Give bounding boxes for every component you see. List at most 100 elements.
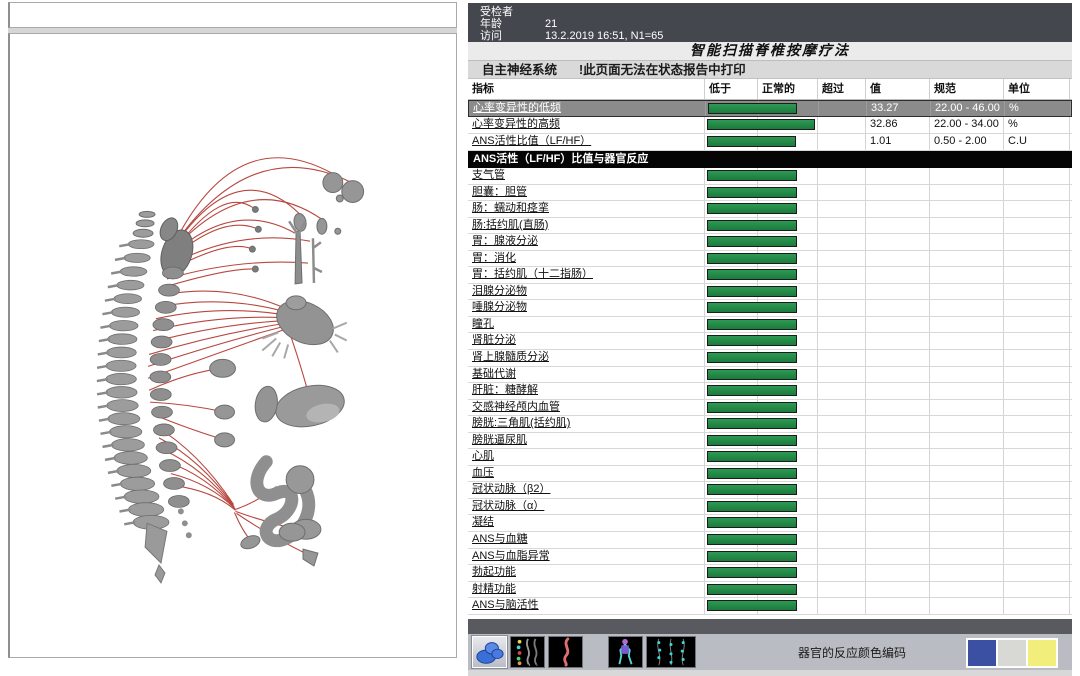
indicator-label: 肾脏分泌 — [468, 333, 705, 350]
indicator-norm — [930, 581, 1004, 598]
zone-over — [818, 333, 866, 350]
zone-over — [818, 383, 866, 399]
zone-over — [818, 498, 866, 515]
indicator-label: 膀胱逼尿肌 — [468, 432, 705, 449]
indicator-value — [866, 250, 930, 267]
indicator-label: 支气管 — [468, 168, 705, 184]
column-header: 指标 — [468, 79, 705, 99]
table-row[interactable]: 心率变异性的低频 33.27 22.00 - 46.00% — [468, 100, 1072, 117]
table-row[interactable]: 肠:括约肌(直肠) — [468, 217, 1072, 235]
table-row[interactable]: 冠状动脉（α） — [468, 498, 1072, 516]
indicator-norm — [930, 201, 1004, 217]
indicator-unit — [1004, 515, 1070, 532]
indicator-norm — [930, 350, 1004, 366]
thumbnail-nerve-map[interactable] — [646, 636, 696, 668]
table-row[interactable]: 瞳孔 — [468, 316, 1072, 334]
table-row[interactable]: 基础代谢 — [468, 366, 1072, 384]
indicator-label: 胃：腺液分泌 — [468, 234, 705, 250]
indicator-label: ANS与血糖 — [468, 532, 705, 548]
indicator-value — [866, 515, 930, 532]
indicator-norm — [930, 416, 1004, 432]
zone-normal — [758, 366, 818, 383]
table-row[interactable]: 胃：消化 — [468, 250, 1072, 268]
patient-field: 年龄 21 — [480, 18, 1072, 30]
indicator-unit — [1004, 234, 1070, 250]
table-row[interactable]: 血压 — [468, 465, 1072, 483]
table-row[interactable]: ANS与血脂异常 — [468, 548, 1072, 566]
table-row[interactable]: ANS活性比值（LF/HF） 1.01 0.50 - 2.00 C.U — [468, 134, 1072, 151]
indicator-norm: 0.50 - 2.00 — [930, 134, 1004, 150]
indicator-value — [866, 201, 930, 217]
indicator-value — [866, 366, 930, 383]
table-row[interactable]: 唾腺分泌物 — [468, 300, 1072, 317]
organ-eye — [341, 180, 365, 203]
separator-bar — [468, 619, 1072, 634]
table-row[interactable]: 胃：括约肌（十二指肠） — [468, 267, 1072, 284]
indicator-unit — [1004, 482, 1070, 498]
table-row[interactable]: 膀胱逼尿肌 — [468, 432, 1072, 450]
indicator-label: 血压 — [468, 465, 705, 482]
indicator-norm — [930, 217, 1004, 234]
table-row[interactable]: 膀胱:三角肌(括约肌) — [468, 416, 1072, 433]
table-row[interactable]: 心率变异性的高频 32.86 22.00 - 34.00% — [468, 117, 1072, 134]
indicator-label: ANS与血脂异常 — [468, 548, 705, 565]
indicator-unit — [1004, 201, 1070, 217]
table-header-row: 指标 低于 正常的 超过值规范 单位 — [468, 79, 1072, 100]
indicator-value — [866, 565, 930, 581]
column-header: 超过 — [818, 79, 866, 99]
legend-label: 器官的反应颜色编码 — [798, 646, 907, 660]
table-row[interactable]: 勃起功能 — [468, 565, 1072, 582]
footer-bottom-strip — [468, 670, 1072, 676]
table-row[interactable]: 泪腺分泌物 — [468, 283, 1072, 301]
patient-field-value: 13.2.2019 16:51, N1=65 — [545, 30, 664, 42]
zone-normal — [758, 168, 818, 184]
indicator-value — [866, 168, 930, 184]
table-row[interactable]: 肾上腺髓质分泌 — [468, 350, 1072, 367]
table-row[interactable]: 胃：腺液分泌 — [468, 234, 1072, 251]
spine-graphic — [96, 210, 170, 584]
indicator-value: 1.01 — [866, 134, 930, 150]
indicator-norm — [930, 432, 1004, 449]
zone-over — [819, 101, 867, 116]
value-bar — [707, 352, 797, 364]
table-row[interactable]: ANS与血糖 — [468, 532, 1072, 549]
table-row[interactable]: 射精功能 — [468, 581, 1072, 599]
table-row[interactable]: ANS与脑活性 — [468, 598, 1072, 615]
zone-over — [818, 217, 866, 234]
patient-field: 访问 13.2.2019 16:51, N1=65 — [480, 30, 1072, 42]
table-row[interactable]: 心肌 — [468, 449, 1072, 466]
zone-over — [818, 184, 866, 201]
zone-normal — [758, 482, 818, 498]
table-row[interactable]: 交感神经颅内血管 — [468, 399, 1072, 417]
panel-divider — [8, 28, 457, 33]
value-bar — [707, 335, 797, 347]
table-row[interactable]: 肠：蠕动和痉挛 — [468, 201, 1072, 218]
table-row[interactable]: 肾脏分泌 — [468, 333, 1072, 351]
indicator-norm — [930, 383, 1004, 399]
thumbnail-body-figure[interactable] — [608, 636, 643, 668]
organ-rows: 支气管 胆囊：胆管 肠：蠕动和痉挛 肠:括约肌(直肠) 胃：腺液分泌 胃：消化 胃：括约肌（… — [468, 168, 1072, 615]
table-row[interactable]: 支气管 — [468, 168, 1072, 185]
value-bar — [707, 203, 797, 215]
zone-over — [818, 168, 866, 184]
thumbnail-spine-segments[interactable] — [510, 636, 545, 668]
zone-over — [818, 548, 866, 565]
indicator-unit — [1004, 267, 1070, 283]
thumbnail-organs-3d[interactable] — [471, 635, 508, 669]
indicator-norm — [930, 515, 1004, 532]
indicator-unit — [1004, 184, 1070, 201]
value-bar — [707, 401, 797, 413]
table-row[interactable]: 肝脏：糖酵解 — [468, 383, 1072, 400]
indicator-label: 冠状动脉（β2） — [468, 482, 705, 498]
table-row[interactable]: 胆囊：胆管 — [468, 184, 1072, 202]
zone-normal — [758, 449, 818, 465]
organs-graphic — [209, 172, 365, 567]
table-row[interactable]: 冠状动脉（β2） — [468, 482, 1072, 499]
indicator-label: 瞳孔 — [468, 316, 705, 333]
table-row[interactable]: 凝结 — [468, 515, 1072, 533]
zone-over — [818, 234, 866, 250]
zone-normal — [758, 267, 818, 283]
zone-over — [818, 465, 866, 482]
thumbnail-spine-curve[interactable] — [548, 636, 583, 668]
indicator-label: 胃：消化 — [468, 250, 705, 267]
